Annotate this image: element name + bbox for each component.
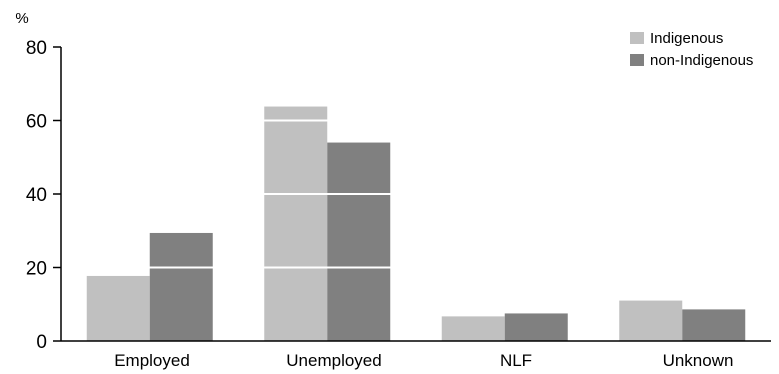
category-label-employed: Employed [114,351,190,370]
y-tick-label-80: 80 [26,38,47,59]
legend: Indigenous non-Indigenous [630,30,753,69]
bar-indigenous-unknown [619,300,683,341]
legend-label-non-indigenous: non-Indigenous [650,52,753,69]
gridlines-group [62,119,771,269]
bar-non-indigenous-unemployed [327,142,391,341]
legend-swatch-non-indigenous [630,54,644,66]
bar-non-indigenous-unknown [682,309,746,341]
category-label-unknown: Unknown [663,351,734,370]
legend-swatch-indigenous [630,32,644,44]
bar-indigenous-nlf [441,316,505,341]
y-ticks-group: 0 20 40 60 80 [26,38,61,353]
bar-indigenous-employed [86,275,150,341]
legend-label-indigenous: Indigenous [650,30,723,47]
y-tick-label-60: 60 [26,112,47,133]
bar-indigenous-unemployed [264,106,328,341]
y-tick-label-20: 20 [26,259,47,280]
category-label-unemployed: Unemployed [286,351,381,370]
y-tick-label-0: 0 [36,332,47,353]
category-label-nlf: NLF [500,351,532,370]
y-tick-label-40: 40 [26,185,47,206]
bars-group [86,106,746,341]
y-unit-label: % [15,10,28,27]
bar-non-indigenous-nlf [504,313,568,341]
bar-non-indigenous-employed [149,232,213,341]
